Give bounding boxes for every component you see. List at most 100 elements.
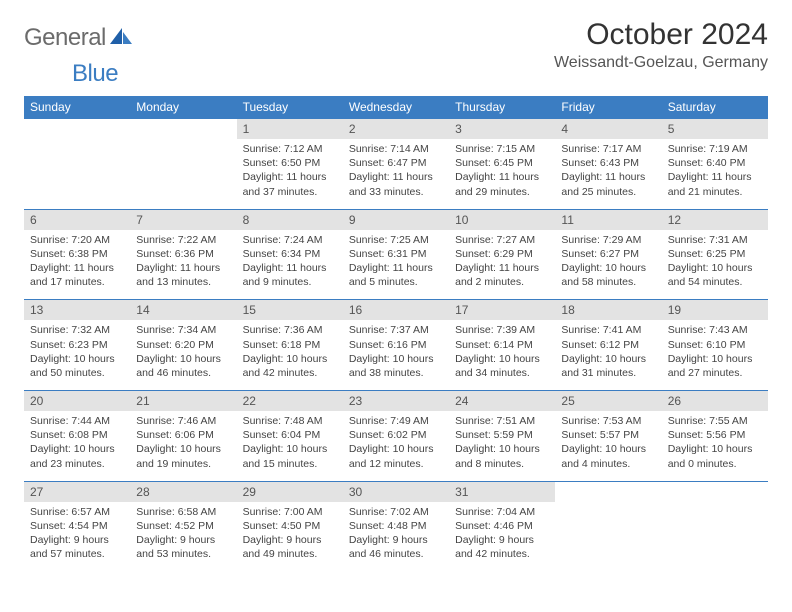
day-number-cell: 28 xyxy=(130,481,236,502)
daylight-line: Daylight: 10 hours and 15 minutes. xyxy=(243,442,337,470)
sunrise-line: Sunrise: 6:57 AM xyxy=(30,505,124,519)
sunset-line: Sunset: 6:20 PM xyxy=(136,338,230,352)
day-number-cell: 21 xyxy=(130,391,236,412)
day-detail-cell: Sunrise: 7:36 AMSunset: 6:18 PMDaylight:… xyxy=(237,320,343,390)
sunrise-line: Sunrise: 7:44 AM xyxy=(30,414,124,428)
day-number-cell: 13 xyxy=(24,300,130,321)
day-detail-cell: Sunrise: 7:29 AMSunset: 6:27 PMDaylight:… xyxy=(555,230,661,300)
sunset-line: Sunset: 6:38 PM xyxy=(30,247,124,261)
day-number-cell: 7 xyxy=(130,209,236,230)
day-detail-cell: Sunrise: 7:37 AMSunset: 6:16 PMDaylight:… xyxy=(343,320,449,390)
sunrise-line: Sunrise: 7:55 AM xyxy=(668,414,762,428)
day-detail-cell: Sunrise: 7:53 AMSunset: 5:57 PMDaylight:… xyxy=(555,411,661,481)
day-number-cell: 10 xyxy=(449,209,555,230)
sunset-line: Sunset: 6:12 PM xyxy=(561,338,655,352)
weekday-header: Friday xyxy=(555,96,661,119)
sunset-line: Sunset: 6:25 PM xyxy=(668,247,762,261)
daylight-line: Daylight: 10 hours and 12 minutes. xyxy=(349,442,443,470)
detail-row: Sunrise: 7:20 AMSunset: 6:38 PMDaylight:… xyxy=(24,230,768,300)
sunset-line: Sunset: 6:43 PM xyxy=(561,156,655,170)
daylight-line: Daylight: 11 hours and 5 minutes. xyxy=(349,261,443,289)
day-detail-cell: Sunrise: 7:51 AMSunset: 5:59 PMDaylight:… xyxy=(449,411,555,481)
day-detail-cell: Sunrise: 7:32 AMSunset: 6:23 PMDaylight:… xyxy=(24,320,130,390)
daylight-line: Daylight: 11 hours and 33 minutes. xyxy=(349,170,443,198)
daylight-line: Daylight: 10 hours and 58 minutes. xyxy=(561,261,655,289)
sunrise-line: Sunrise: 7:49 AM xyxy=(349,414,443,428)
sunrise-line: Sunrise: 7:34 AM xyxy=(136,323,230,337)
day-number-cell: 11 xyxy=(555,209,661,230)
sunset-line: Sunset: 4:54 PM xyxy=(30,519,124,533)
daylight-line: Daylight: 9 hours and 42 minutes. xyxy=(455,533,549,561)
day-detail-cell: Sunrise: 7:00 AMSunset: 4:50 PMDaylight:… xyxy=(237,502,343,572)
day-number-cell: 25 xyxy=(555,391,661,412)
sunset-line: Sunset: 6:18 PM xyxy=(243,338,337,352)
daynum-row: 20212223242526 xyxy=(24,391,768,412)
sunrise-line: Sunrise: 7:29 AM xyxy=(561,233,655,247)
sunset-line: Sunset: 6:23 PM xyxy=(30,338,124,352)
sunset-line: Sunset: 6:34 PM xyxy=(243,247,337,261)
sunset-line: Sunset: 4:50 PM xyxy=(243,519,337,533)
weekday-header: Saturday xyxy=(662,96,768,119)
day-number-cell: 14 xyxy=(130,300,236,321)
sunrise-line: Sunrise: 7:51 AM xyxy=(455,414,549,428)
day-detail-cell: Sunrise: 7:34 AMSunset: 6:20 PMDaylight:… xyxy=(130,320,236,390)
daylight-line: Daylight: 10 hours and 42 minutes. xyxy=(243,352,337,380)
sunset-line: Sunset: 6:27 PM xyxy=(561,247,655,261)
day-detail-cell: Sunrise: 7:27 AMSunset: 6:29 PMDaylight:… xyxy=(449,230,555,300)
daylight-line: Daylight: 10 hours and 54 minutes. xyxy=(668,261,762,289)
day-detail-cell: Sunrise: 6:58 AMSunset: 4:52 PMDaylight:… xyxy=(130,502,236,572)
sunrise-line: Sunrise: 7:02 AM xyxy=(349,505,443,519)
day-detail-cell: Sunrise: 7:22 AMSunset: 6:36 PMDaylight:… xyxy=(130,230,236,300)
sunset-line: Sunset: 4:46 PM xyxy=(455,519,549,533)
sunrise-line: Sunrise: 7:36 AM xyxy=(243,323,337,337)
day-number-cell: 26 xyxy=(662,391,768,412)
day-detail-cell: Sunrise: 7:49 AMSunset: 6:02 PMDaylight:… xyxy=(343,411,449,481)
daylight-line: Daylight: 10 hours and 50 minutes. xyxy=(30,352,124,380)
logo-text-general: General xyxy=(24,24,106,52)
sunset-line: Sunset: 6:29 PM xyxy=(455,247,549,261)
sunrise-line: Sunrise: 7:32 AM xyxy=(30,323,124,337)
daylight-line: Daylight: 10 hours and 0 minutes. xyxy=(668,442,762,470)
logo-text-blue: Blue xyxy=(72,60,118,87)
day-number-cell: 27 xyxy=(24,481,130,502)
weekday-header: Thursday xyxy=(449,96,555,119)
sunrise-line: Sunrise: 7:22 AM xyxy=(136,233,230,247)
sunset-line: Sunset: 6:06 PM xyxy=(136,428,230,442)
day-number-cell: 4 xyxy=(555,119,661,140)
day-number-cell: 15 xyxy=(237,300,343,321)
daylight-line: Daylight: 10 hours and 38 minutes. xyxy=(349,352,443,380)
day-number-cell: 20 xyxy=(24,391,130,412)
daylight-line: Daylight: 10 hours and 31 minutes. xyxy=(561,352,655,380)
daynum-row: 13141516171819 xyxy=(24,300,768,321)
day-detail-cell: Sunrise: 6:57 AMSunset: 4:54 PMDaylight:… xyxy=(24,502,130,572)
day-detail-cell xyxy=(130,139,236,209)
daylight-line: Daylight: 9 hours and 53 minutes. xyxy=(136,533,230,561)
day-number-cell: 19 xyxy=(662,300,768,321)
daylight-line: Daylight: 10 hours and 23 minutes. xyxy=(30,442,124,470)
weekday-header: Monday xyxy=(130,96,236,119)
sunrise-line: Sunrise: 7:39 AM xyxy=(455,323,549,337)
sunrise-line: Sunrise: 7:27 AM xyxy=(455,233,549,247)
day-detail-cell: Sunrise: 7:20 AMSunset: 6:38 PMDaylight:… xyxy=(24,230,130,300)
sunrise-line: Sunrise: 7:12 AM xyxy=(243,142,337,156)
day-detail-cell: Sunrise: 7:02 AMSunset: 4:48 PMDaylight:… xyxy=(343,502,449,572)
sunset-line: Sunset: 4:52 PM xyxy=(136,519,230,533)
day-detail-cell: Sunrise: 7:15 AMSunset: 6:45 PMDaylight:… xyxy=(449,139,555,209)
detail-row: Sunrise: 7:12 AMSunset: 6:50 PMDaylight:… xyxy=(24,139,768,209)
sunset-line: Sunset: 6:14 PM xyxy=(455,338,549,352)
sunrise-line: Sunrise: 7:31 AM xyxy=(668,233,762,247)
day-detail-cell: Sunrise: 7:17 AMSunset: 6:43 PMDaylight:… xyxy=(555,139,661,209)
daylight-line: Daylight: 11 hours and 9 minutes. xyxy=(243,261,337,289)
sunrise-line: Sunrise: 7:25 AM xyxy=(349,233,443,247)
day-detail-cell: Sunrise: 7:41 AMSunset: 6:12 PMDaylight:… xyxy=(555,320,661,390)
month-title: October 2024 xyxy=(554,18,768,52)
day-number-cell: 18 xyxy=(555,300,661,321)
day-number-cell: 30 xyxy=(343,481,449,502)
daylight-line: Daylight: 11 hours and 13 minutes. xyxy=(136,261,230,289)
daynum-row: 6789101112 xyxy=(24,209,768,230)
sunset-line: Sunset: 6:02 PM xyxy=(349,428,443,442)
day-number-cell xyxy=(662,481,768,502)
day-detail-cell: Sunrise: 7:04 AMSunset: 4:46 PMDaylight:… xyxy=(449,502,555,572)
day-number-cell: 29 xyxy=(237,481,343,502)
detail-row: Sunrise: 6:57 AMSunset: 4:54 PM Daylight:… xyxy=(24,502,768,572)
